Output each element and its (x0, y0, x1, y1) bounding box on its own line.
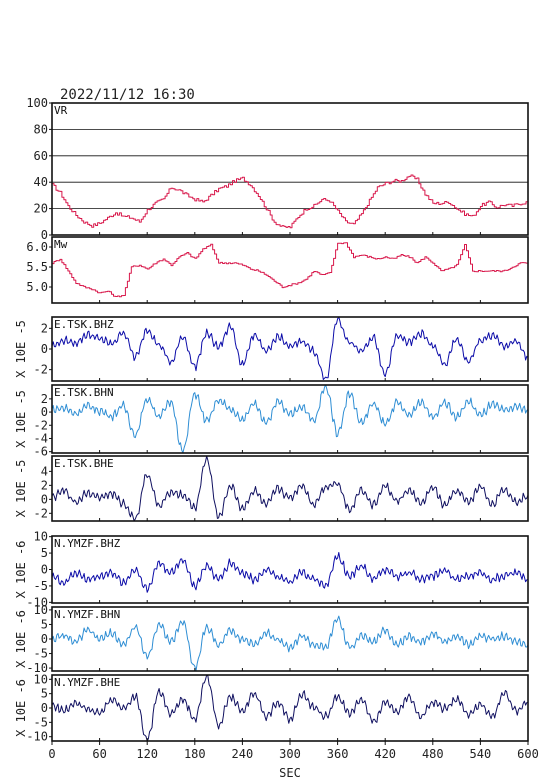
y-tick-label: 100 (26, 96, 48, 110)
y-tick-label: 5 (41, 546, 48, 560)
x-tick-label: 360 (327, 747, 349, 761)
y-axis-label: X 10E -5 (14, 320, 28, 378)
x-tick-label: 180 (184, 747, 206, 761)
y-tick-label: 0 (41, 632, 48, 646)
y-tick-label: 0 (41, 563, 48, 577)
trace-line (51, 384, 529, 454)
y-tick-label: 40 (34, 175, 48, 189)
y-tick-label: -4 (34, 431, 48, 445)
panel-label: E.TSK.BHE (54, 457, 114, 470)
y-axis-label: X 10E -6 (14, 610, 28, 668)
panel-label: E.TSK.BHZ (54, 318, 114, 331)
panel-frame (51, 236, 529, 304)
y-tick-label: 60 (34, 149, 48, 163)
y-axis-label: X 10E -5 (14, 460, 28, 518)
trace-line (52, 242, 528, 298)
panel-frame (51, 455, 529, 522)
y-tick-label: 10 (34, 530, 48, 544)
panel-frame (51, 316, 529, 382)
trace-line (51, 316, 529, 380)
y-axis-label: X 10E -6 (14, 679, 28, 737)
y-tick-label: 2 (41, 478, 48, 492)
trace-line (51, 615, 529, 672)
y-tick-label: 5 (41, 687, 48, 701)
x-tick-label: 540 (470, 747, 492, 761)
y-tick-label: 0 (41, 701, 48, 715)
panel-frame (51, 535, 529, 604)
y-tick-label: 0 (41, 342, 48, 356)
panel-label: N.YMZF.BHE (54, 676, 120, 689)
y-tick-label: -5 (34, 579, 48, 593)
y-tick-label: 0 (41, 228, 48, 242)
panel-mw: 5.0 5.5 6.0 Mw (26, 236, 529, 304)
y-tick-label: -10 (26, 661, 48, 675)
x-tick-label: 60 (92, 747, 106, 761)
x-tick-label: 600 (517, 747, 539, 761)
y-tick-label: 0 (41, 492, 48, 506)
y-tick-label: 10 (34, 672, 48, 686)
y-tick-label: 0 (41, 405, 48, 419)
trace-line (51, 552, 529, 593)
y-tick-label: 2 (41, 392, 48, 406)
x-tick-label: 120 (136, 747, 158, 761)
trace-line (52, 174, 528, 229)
y-tick-label: 5 (41, 617, 48, 631)
y-tick-label: -10 (26, 595, 48, 609)
y-tick-label: -10 (26, 730, 48, 744)
y-tick-label: 10 (34, 603, 48, 617)
y-tick-label: -2 (34, 363, 48, 377)
x-tick-label: 300 (279, 747, 301, 761)
trace-line (51, 674, 529, 742)
panel-frame (51, 674, 529, 742)
panel-n-ymzf-bhz: -10 -5 0 5 10 X 10E -6 N.YMZF.BHZ (14, 530, 529, 609)
y-tick-label: 6.0 (26, 240, 48, 254)
trace-line (51, 455, 529, 522)
y-tick-label: 5.5 (26, 260, 48, 274)
panel-e-tsk-bhz: -2 0 2 X 10E -5 E.TSK.BHZ (14, 316, 529, 382)
x-tick-label: 420 (374, 747, 396, 761)
y-tick-label: 20 (34, 202, 48, 216)
x-axis: 0 60 120 180 240 300 360 420 480 540 600 (48, 741, 539, 761)
panel-label: E.TSK.BHN (54, 386, 114, 399)
y-tick-label: 80 (34, 122, 48, 136)
panel-label: Mw (54, 238, 68, 251)
timestamp-title: 2022/11/12 16:30 (60, 87, 195, 103)
y-tick-label: -5 (34, 647, 48, 661)
x-axis-label: SEC (279, 766, 301, 780)
panel-vr: 0 20 40 60 80 100 VR (26, 96, 529, 242)
x-tick-label: 0 (48, 747, 55, 761)
y-tick-label: 5.0 (26, 280, 48, 294)
panel-label: VR (54, 104, 68, 117)
panel-e-tsk-bhn: -6-4-202 X 10E -5 E.TSK.BHN (14, 384, 529, 459)
panel-label: N.YMZF.BHZ (54, 537, 121, 550)
panel-label: N.YMZF.BHN (54, 608, 120, 621)
y-tick-label: 4 (41, 464, 48, 478)
y-tick-label: -5 (34, 715, 48, 729)
y-axis-label: X 10E -6 (14, 541, 28, 599)
x-tick-label: 480 (422, 747, 444, 761)
y-tick-label: -2 (34, 506, 48, 520)
panel-frame (51, 606, 529, 672)
y-tick-label: -2 (34, 418, 48, 432)
y-tick-label: -6 (34, 445, 48, 459)
y-tick-label: 2 (41, 321, 48, 335)
x-tick-label: 240 (232, 747, 254, 761)
y-axis-label: X 10E -5 (14, 390, 28, 448)
panel-frame (51, 102, 529, 236)
